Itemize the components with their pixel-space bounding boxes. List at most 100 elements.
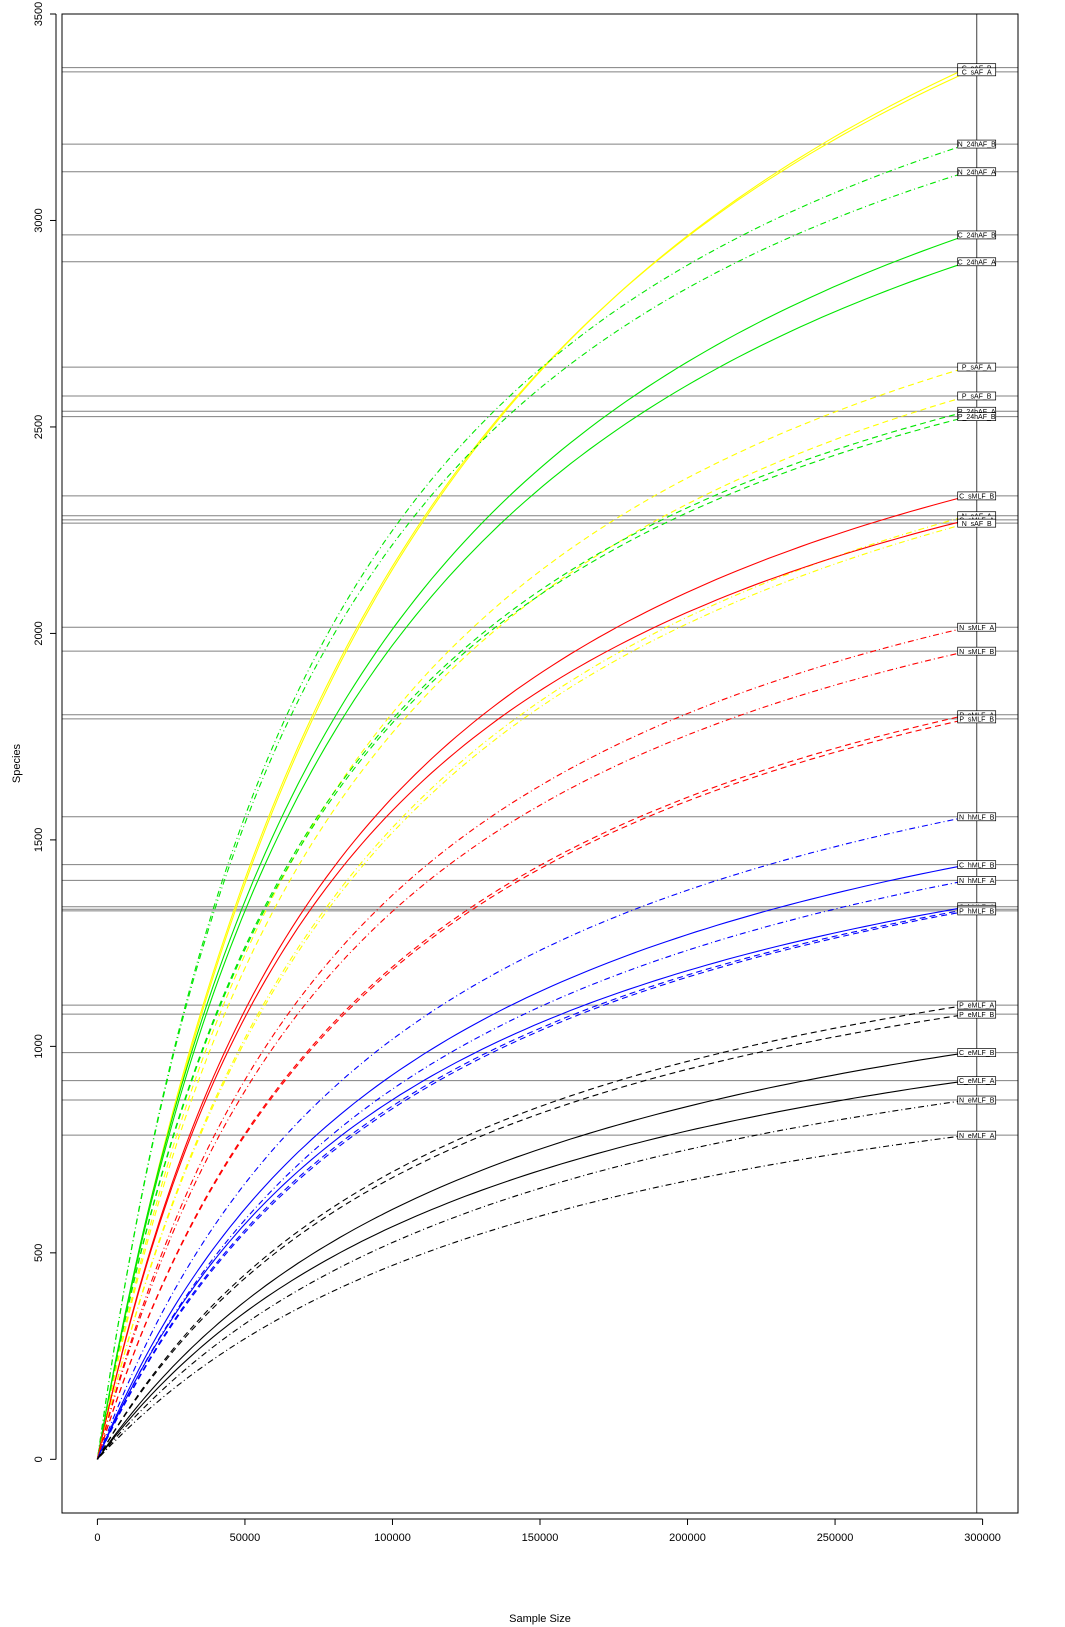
curve-P_24hAF_B bbox=[96, 416, 968, 1460]
species-reference-lines bbox=[62, 67, 1018, 1136]
x-tick-label: 100000 bbox=[374, 1532, 411, 1544]
curve-N_24hAF_A bbox=[96, 171, 968, 1460]
label-box bbox=[957, 860, 997, 870]
curve-P_eMLF_B bbox=[96, 1013, 968, 1460]
curve-N_sAF_B bbox=[96, 522, 968, 1460]
curve-C_24hAF_B bbox=[96, 234, 968, 1460]
label-text: P_eMLF_B bbox=[959, 1012, 994, 1019]
x-tick-label: 300000 bbox=[964, 1532, 1001, 1544]
label-box bbox=[957, 812, 997, 822]
label-text: N_eMLF_A bbox=[959, 1133, 995, 1140]
y-tick-label: 500 bbox=[33, 1244, 45, 1262]
curve-C_hMLF_A bbox=[96, 906, 968, 1460]
label-box bbox=[957, 518, 997, 528]
x-axis: 0 50000 100000 150000 200000 250000 300000 bbox=[94, 1518, 1001, 1544]
curve-P_eMLF_A bbox=[96, 1004, 968, 1460]
label-text: P_sMLF_B bbox=[959, 717, 994, 724]
y-axis: 0 500 1000 1500 2000 2500 3000 3500 bbox=[33, 2, 57, 1462]
label-box bbox=[957, 230, 997, 240]
label-N_eMLF_A: N_eMLF_A bbox=[957, 1130, 997, 1140]
label-box bbox=[957, 1130, 997, 1140]
label-N_sMLF_B: N_sMLF_B bbox=[957, 646, 997, 656]
label-C_sAF_A: C_sAF_A bbox=[957, 67, 997, 77]
label-box bbox=[957, 257, 997, 267]
curve-C_hMLF_B bbox=[96, 864, 968, 1460]
label-P_sAF_B: P_sAF_B bbox=[957, 391, 997, 401]
label-N_hMLF_B: N_hMLF_B bbox=[957, 812, 997, 822]
label-N_eMLF_B: N_eMLF_B bbox=[957, 1095, 997, 1105]
curve-P_hMLF_B bbox=[96, 910, 968, 1460]
x-tick-label: 200000 bbox=[669, 1532, 706, 1544]
y-tick-label: 1000 bbox=[33, 1034, 45, 1058]
label-text: C_sAF_A bbox=[962, 69, 992, 76]
curve-P_sMLF_B bbox=[96, 718, 968, 1460]
curve-N_sMLF_A bbox=[96, 626, 968, 1460]
label-N_sAF_B: N_sAF_B bbox=[957, 518, 997, 528]
curve-C_24hAF_A bbox=[96, 261, 968, 1460]
label-text: P_eMLF_A bbox=[959, 1003, 994, 1010]
label-N_hMLF_A: N_hMLF_A bbox=[957, 876, 997, 885]
label-box bbox=[957, 876, 997, 885]
curve-N_sMLF_B bbox=[96, 650, 968, 1460]
label-C_24hAF_A: C_24hAF_A bbox=[957, 257, 997, 267]
y-axis-label: Species bbox=[11, 743, 23, 783]
label-N_sMLF_A: N_sMLF_A bbox=[957, 622, 997, 632]
label-text: C_hMLF_B bbox=[959, 862, 995, 869]
label-box bbox=[957, 622, 997, 632]
y-tick-label: 2000 bbox=[33, 621, 45, 645]
label-box bbox=[957, 362, 997, 372]
label-text: N_eMLF_B bbox=[959, 1098, 995, 1105]
label-box bbox=[957, 646, 997, 656]
label-box bbox=[957, 491, 997, 501]
curve-C_sMLF_A bbox=[96, 519, 968, 1460]
label-text: N_sMLF_B bbox=[959, 649, 994, 656]
label-P_eMLF_A: P_eMLF_A bbox=[957, 1000, 997, 1010]
label-box bbox=[957, 139, 997, 149]
label-box bbox=[957, 1048, 997, 1057]
label-text: P_sAF_A bbox=[962, 365, 992, 372]
label-P_sAF_A: P_sAF_A bbox=[957, 362, 997, 372]
curve-P_sMLF_A bbox=[96, 714, 968, 1460]
label-text: P_24hAF_B bbox=[958, 414, 996, 421]
label-text: C_eMLF_A bbox=[959, 1078, 995, 1085]
label-box bbox=[957, 67, 997, 77]
plot-frame bbox=[61, 13, 1019, 1514]
curve-N_eMLF_B bbox=[96, 1099, 968, 1460]
label-box bbox=[957, 1000, 997, 1010]
label-C_eMLF_A: C_eMLF_A bbox=[957, 1076, 997, 1085]
label-text: N_hMLF_A bbox=[959, 878, 995, 885]
y-tick-label: 2500 bbox=[33, 415, 45, 439]
label-text: C_24hAF_A bbox=[958, 259, 996, 266]
x-tick-label: 0 bbox=[94, 1532, 100, 1544]
x-tick-label: 150000 bbox=[522, 1532, 559, 1544]
curve-P_sAF_B bbox=[96, 395, 968, 1460]
label-C_sMLF_B: C_sMLF_B bbox=[957, 491, 997, 501]
label-text: N_24hAF_A bbox=[958, 169, 996, 176]
label-text: C_24hAF_B bbox=[958, 233, 996, 240]
curve-N_hMLF_B bbox=[96, 816, 968, 1460]
curve-C_eMLF_B bbox=[96, 1052, 968, 1460]
y-tick-label: 3500 bbox=[33, 2, 45, 26]
label-text: P_sAF_B bbox=[962, 394, 992, 401]
curve-C_eMLF_A bbox=[96, 1080, 968, 1460]
label-box bbox=[957, 1009, 997, 1019]
x-axis-label: Sample Size bbox=[509, 1613, 571, 1625]
x-tick-label: 250000 bbox=[817, 1532, 854, 1544]
label-text: N_sMLF_A bbox=[959, 625, 994, 632]
label-N_24hAF_B: N_24hAF_B bbox=[957, 139, 997, 149]
label-box bbox=[957, 391, 997, 401]
label-box bbox=[957, 714, 997, 724]
y-tick-label: 0 bbox=[33, 1456, 45, 1462]
label-box bbox=[957, 412, 997, 421]
label-P_sMLF_B: P_sMLF_B bbox=[957, 714, 997, 724]
curve-N_eMLF_A bbox=[97, 1134, 968, 1460]
y-tick-label: 1500 bbox=[33, 828, 45, 852]
x-tick-label: 50000 bbox=[230, 1532, 261, 1544]
label-text: N_sAF_B bbox=[962, 521, 992, 528]
label-text: N_24hAF_B bbox=[958, 142, 996, 149]
label-text: C_eMLF_B bbox=[959, 1050, 995, 1057]
label-C_eMLF_B: C_eMLF_B bbox=[957, 1048, 997, 1057]
curve-P_hMLF_A bbox=[96, 908, 968, 1460]
label-P_hMLF_B: P_hMLF_B bbox=[957, 906, 997, 916]
